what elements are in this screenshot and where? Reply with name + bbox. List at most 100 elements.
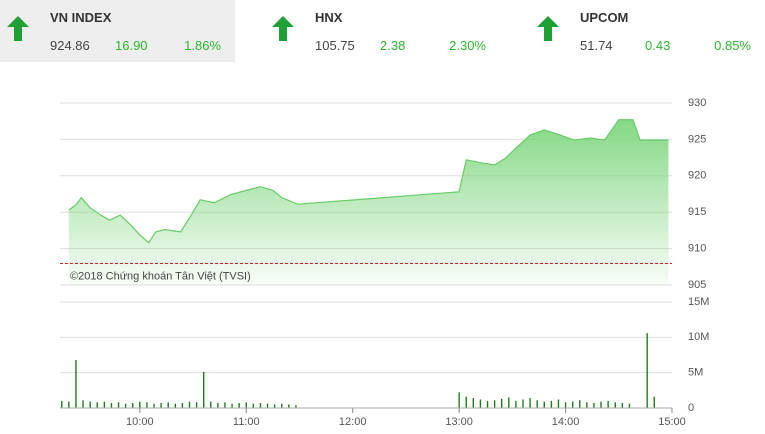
price-line bbox=[68, 119, 669, 244]
volume-bar bbox=[550, 400, 553, 408]
volume-bar bbox=[465, 396, 467, 408]
volume-bar bbox=[231, 403, 233, 408]
index-name: VN INDEX bbox=[50, 10, 112, 25]
index-value: 924.86 bbox=[50, 38, 90, 53]
volume-bar bbox=[266, 403, 269, 408]
volume-bar bbox=[202, 371, 205, 408]
volume-bar bbox=[117, 402, 120, 408]
volume-bar bbox=[188, 401, 191, 408]
volume-bar bbox=[529, 398, 531, 408]
volume-bar bbox=[557, 399, 560, 408]
volume-bar bbox=[646, 333, 648, 408]
y-tick-label: 5M bbox=[688, 367, 703, 379]
y-tick-label: 10M bbox=[688, 331, 709, 343]
volume-bar bbox=[593, 403, 595, 408]
index-name: UPCOM bbox=[580, 10, 629, 25]
price-area bbox=[68, 119, 669, 285]
volume-bar bbox=[96, 402, 98, 408]
volume-bar bbox=[259, 403, 262, 408]
volume-bar bbox=[167, 402, 169, 408]
y-tick-label: 15M bbox=[688, 296, 709, 308]
volume-bar bbox=[653, 396, 655, 408]
volume-bar bbox=[607, 400, 609, 408]
volume-bar bbox=[252, 403, 255, 408]
credit: ©2018 Chứng khoán Tân Việt (TVSI) bbox=[70, 270, 251, 282]
volume-bar bbox=[536, 400, 538, 408]
index-name: HNX bbox=[315, 10, 343, 25]
volume-bar bbox=[110, 403, 113, 408]
volume-bar bbox=[600, 401, 602, 408]
index-percent: 1.86% bbox=[184, 38, 221, 53]
up-arrow bbox=[537, 16, 559, 41]
index-tile: HNX 105.75 2.38 2.30% bbox=[265, 0, 500, 62]
volume-bar bbox=[139, 401, 141, 408]
x-tick-label: 10:00 bbox=[126, 416, 154, 428]
y-tick-label: 920 bbox=[688, 170, 706, 182]
y-tick-label: 925 bbox=[688, 133, 706, 145]
volume-bar bbox=[89, 401, 91, 408]
volume-bar bbox=[132, 403, 134, 408]
volume-bar bbox=[224, 402, 226, 408]
volume-bar bbox=[543, 401, 545, 408]
y-tick-label: 915 bbox=[688, 206, 706, 218]
volume-bar bbox=[153, 403, 155, 408]
volume-bar bbox=[472, 398, 475, 408]
volume-bar bbox=[217, 403, 219, 408]
volume-bar bbox=[146, 402, 148, 408]
y-tick-label: 0 bbox=[688, 402, 694, 414]
volume-bar bbox=[181, 403, 184, 408]
volume-bar bbox=[160, 403, 162, 408]
volume-bar bbox=[501, 398, 503, 408]
volume-bar bbox=[281, 403, 283, 408]
index-percent: 2.30% bbox=[449, 38, 486, 53]
volume-bar bbox=[273, 404, 276, 408]
index-value: 105.75 bbox=[315, 38, 355, 53]
volume-bar bbox=[195, 402, 198, 408]
volume-bar bbox=[515, 400, 517, 408]
volume-bar bbox=[210, 401, 212, 408]
up-arrow bbox=[7, 16, 29, 41]
volume-bar bbox=[621, 403, 624, 408]
volume-bar bbox=[586, 402, 588, 408]
index-change: 2.38 bbox=[380, 38, 406, 53]
volume-bar bbox=[628, 403, 631, 408]
index-tile: UPCOM 51.74 0.43 0.85% bbox=[530, 0, 765, 62]
volume-bar bbox=[571, 401, 574, 408]
index-percent: 0.85% bbox=[714, 38, 751, 53]
index-change: 0.43 bbox=[645, 38, 671, 53]
y-tick-label: 905 bbox=[688, 279, 706, 291]
x-tick-label: 12:00 bbox=[339, 416, 367, 428]
volume-bar bbox=[522, 399, 524, 408]
volume-bar bbox=[288, 404, 290, 408]
x-tick-label: 14:00 bbox=[552, 416, 580, 428]
volume-bar bbox=[493, 400, 496, 408]
volume-bar bbox=[486, 400, 489, 408]
x-tick-label: 15:00 bbox=[658, 416, 686, 428]
volume-bar bbox=[458, 392, 460, 408]
volume-bar bbox=[245, 402, 247, 408]
index-change: 16.90 bbox=[115, 38, 148, 53]
volume-bar bbox=[614, 402, 616, 408]
volume-bar bbox=[82, 400, 84, 408]
y-tick-label: 930 bbox=[688, 97, 706, 109]
index-value: 51.74 bbox=[580, 38, 613, 53]
volume-bar bbox=[564, 402, 567, 408]
x-tick-label: 11:00 bbox=[233, 416, 260, 428]
y-tick-label: 910 bbox=[688, 243, 706, 255]
volume-bar bbox=[174, 403, 177, 408]
x-tick-label: 13:00 bbox=[445, 416, 473, 428]
index-tile: VN INDEX 924.86 16.90 1.86% bbox=[0, 0, 235, 62]
volume-bar bbox=[124, 403, 127, 408]
volume-bar bbox=[103, 401, 106, 408]
volume-bar bbox=[238, 403, 240, 408]
volume-bar bbox=[295, 405, 297, 408]
up-arrow bbox=[272, 16, 294, 41]
volume-bar bbox=[75, 359, 77, 408]
volume-bar bbox=[579, 400, 581, 408]
volume-bar bbox=[68, 401, 70, 408]
volume-bar bbox=[61, 400, 63, 408]
volume-bar bbox=[479, 399, 482, 408]
volume-bar bbox=[508, 397, 510, 408]
